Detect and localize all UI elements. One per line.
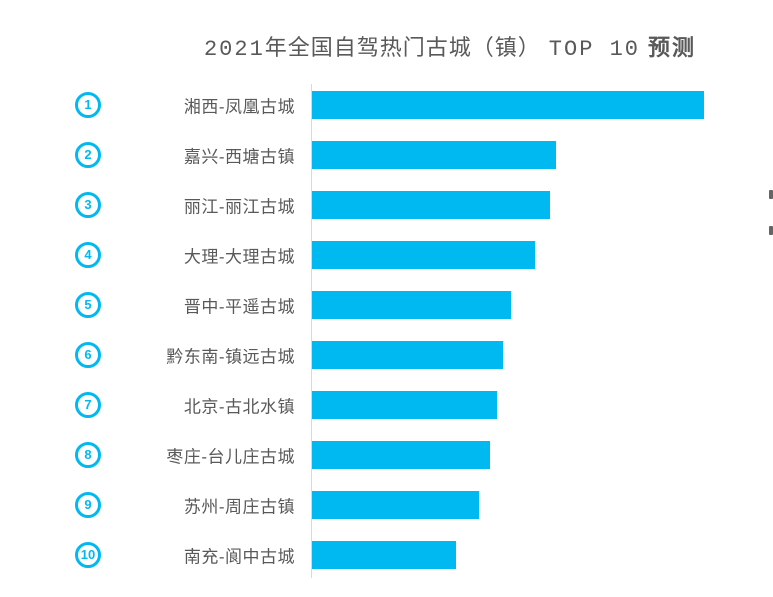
bar: [312, 541, 456, 569]
category-label: 南充-阆中古城: [183, 547, 295, 567]
category-label: 枣庄-台儿庄古城: [166, 447, 295, 467]
bar: [312, 391, 497, 419]
chart-row: 9 苏州-周庄古镇: [0, 480, 773, 530]
category-label: 晋中-平遥古城: [183, 297, 295, 317]
category-label: 嘉兴-西塘古镇: [183, 147, 295, 167]
title-year: 2021: [203, 37, 265, 62]
bar: [312, 191, 550, 219]
rank-badge: 8: [75, 442, 101, 468]
bar: [312, 441, 490, 469]
title-top10: TOP 10: [548, 37, 641, 62]
rank-badge: 2: [75, 142, 101, 168]
chart-row: 6 黔东南-镇远古城: [0, 330, 773, 380]
chart-row: 4 大理-大理古城: [0, 230, 773, 280]
title-suffix: 预测: [648, 35, 697, 60]
rank-badge: 7: [75, 392, 101, 418]
bar: [312, 91, 704, 119]
chart-row: 10 南充-阆中古城: [0, 530, 773, 580]
rank-badge: 5: [75, 292, 101, 318]
chart-title: 2021年全国自驾热门古城（镇） TOP 10 预测: [127, 30, 773, 62]
bar: [312, 491, 479, 519]
clipped-edge-glyph: [769, 190, 773, 199]
category-label: 大理-大理古城: [183, 247, 295, 267]
chart-row: 5 晋中-平遥古城: [0, 280, 773, 330]
category-label: 湘西-凤凰古城: [183, 97, 295, 117]
bar: [312, 141, 556, 169]
rank-badge: 6: [75, 342, 101, 368]
chart-row: 7 北京-古北水镇: [0, 380, 773, 430]
rank-badge: 10: [75, 542, 101, 568]
chart-row: 2 嘉兴-西塘古镇: [0, 130, 773, 180]
y-axis-line: [311, 84, 312, 578]
bar: [312, 241, 535, 269]
category-label: 苏州-周庄古镇: [183, 497, 295, 517]
bar: [312, 291, 511, 319]
chart-row: 1 湘西-凤凰古城: [0, 80, 773, 130]
rank-badge: 3: [75, 192, 101, 218]
title-middle: 年全国自驾热门古城（镇）: [264, 35, 541, 60]
rank-badge: 4: [75, 242, 101, 268]
clipped-edge-glyph: [769, 226, 773, 235]
chart-row: 3 丽江-丽江古城: [0, 180, 773, 230]
rank-badge: 1: [75, 92, 101, 118]
category-label: 北京-古北水镇: [183, 397, 295, 417]
bar: [312, 341, 503, 369]
category-label: 丽江-丽江古城: [183, 197, 295, 217]
category-label: 黔东南-镇远古城: [166, 347, 295, 367]
rank-badge: 9: [75, 492, 101, 518]
chart-row: 8 枣庄-台儿庄古城: [0, 430, 773, 480]
bar-chart: 1 湘西-凤凰古城 2 嘉兴-西塘古镇 3 丽江-丽江古城 4 大理-大理古城 5 晋中-平遥古城…: [0, 80, 773, 580]
